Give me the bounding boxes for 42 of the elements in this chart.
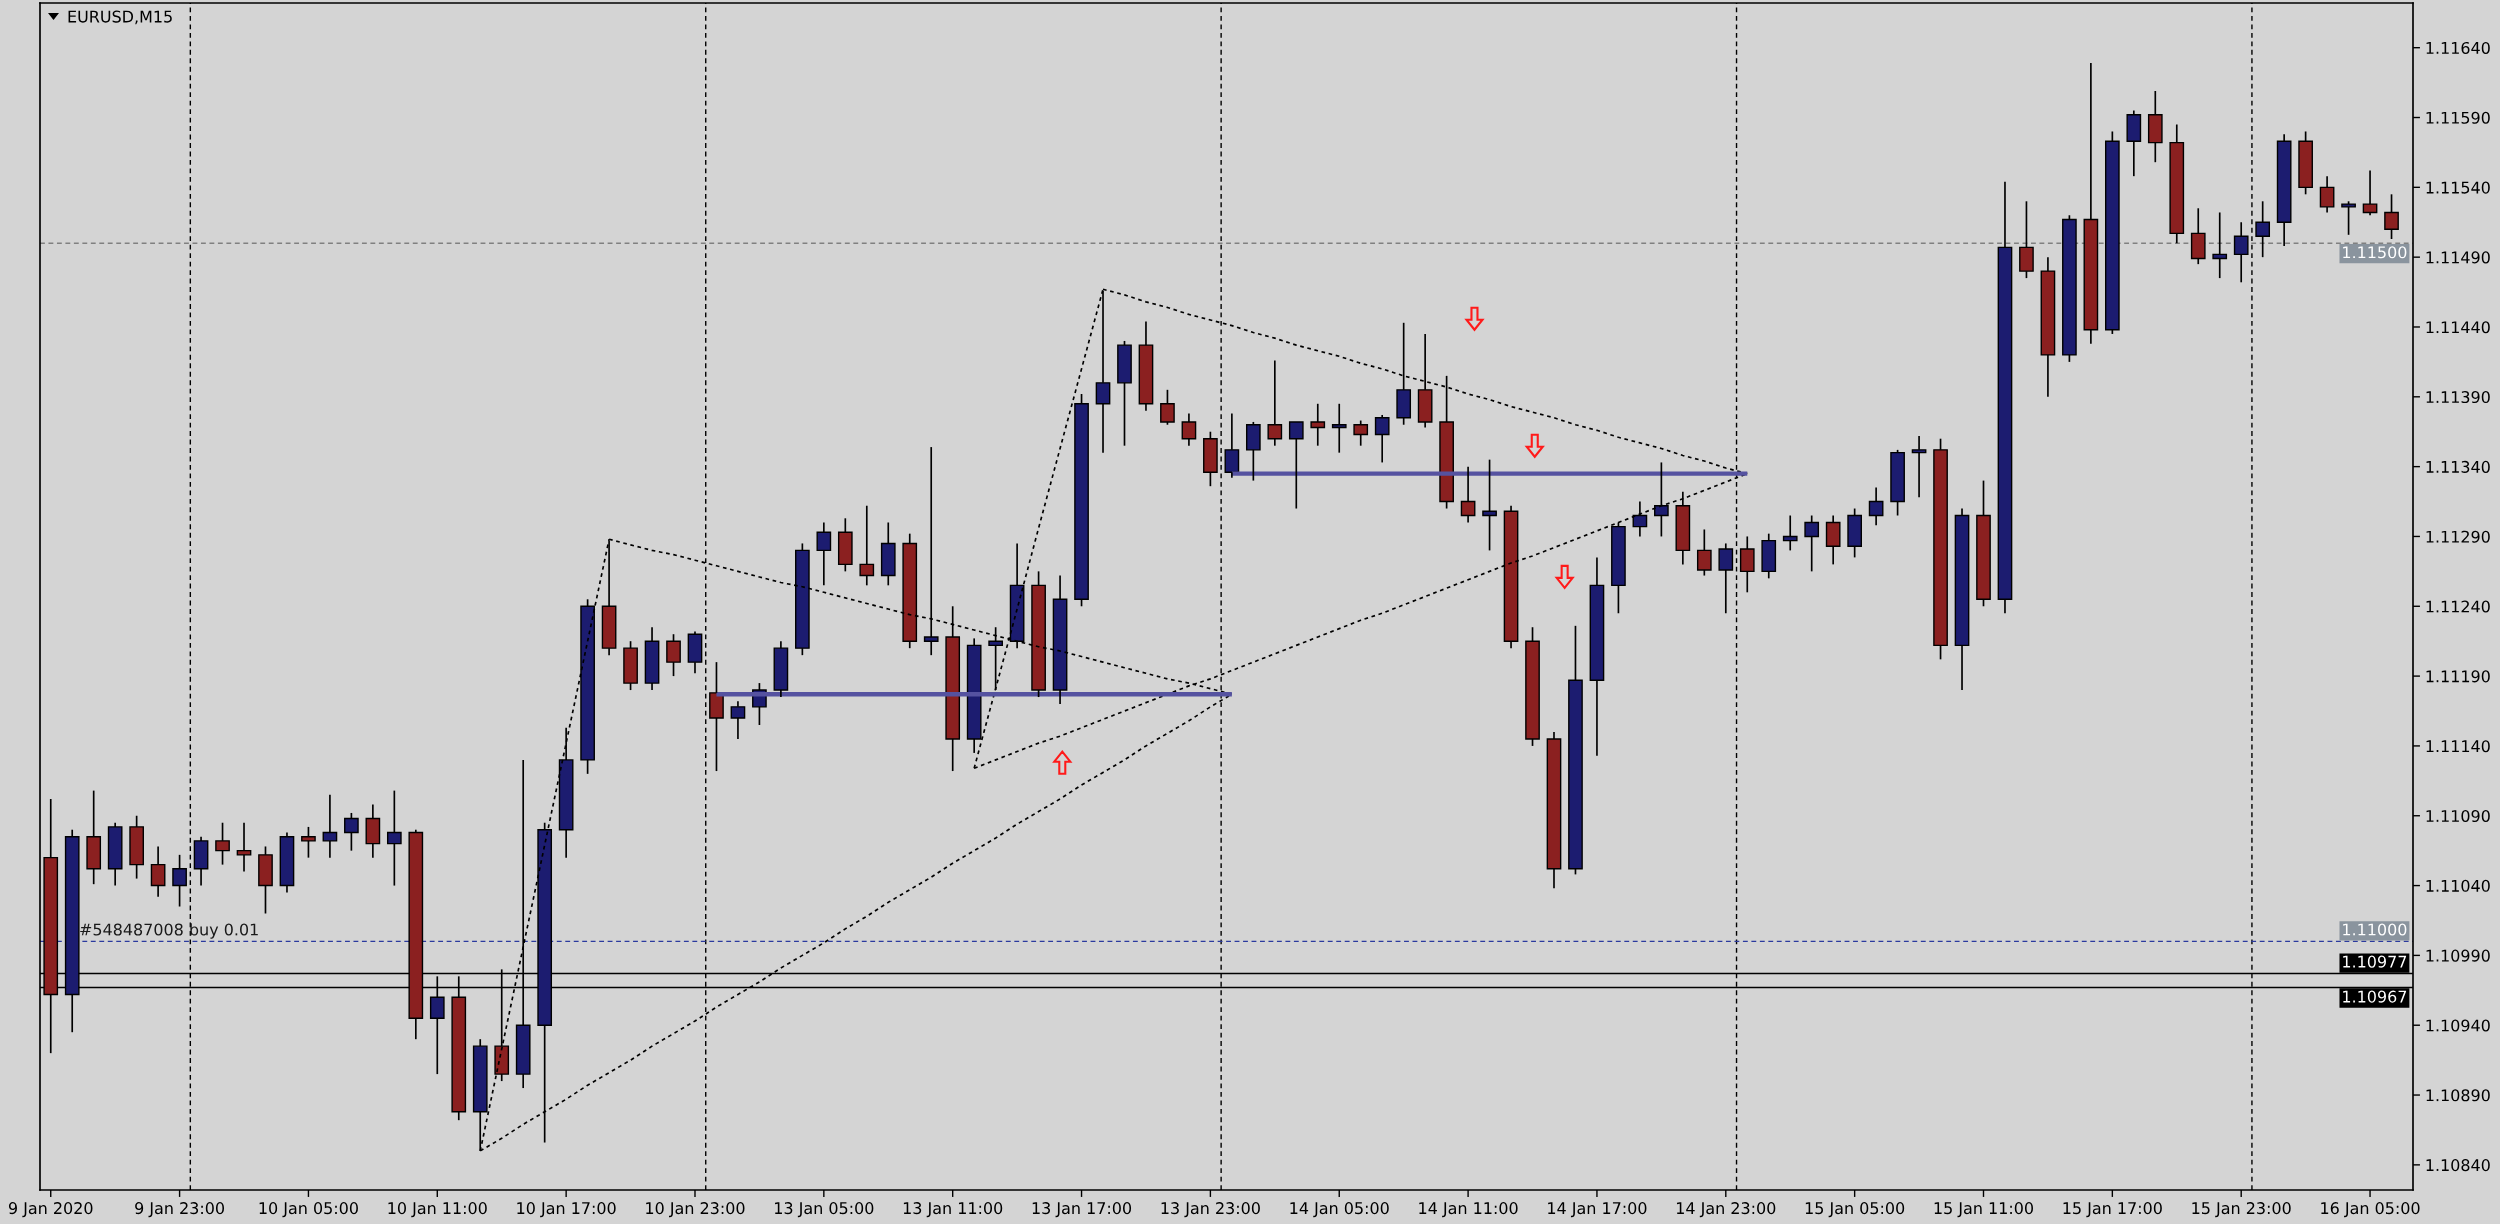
y-tick-label: 1.10890 [2426, 1089, 2490, 1102]
y-tick-label: 1.10990 [2426, 949, 2490, 962]
y-tick-label: 1.11240 [2426, 600, 2490, 613]
ref-line-label: 1.11500 [2343, 246, 2407, 259]
x-tick-label: 13 Jan 11:00 [903, 1202, 1003, 1218]
x-tick-label: 15 Jan 23:00 [2192, 1202, 2291, 1218]
x-tick-label: 14 Jan 23:00 [1676, 1202, 1776, 1218]
x-tick-label: 10 Jan 17:00 [517, 1202, 616, 1218]
y-tick-label: 1.11540 [2426, 181, 2490, 194]
x-tick-label: 16 Jan 05:00 [2321, 1202, 2420, 1218]
x-tick-label: 10 Jan 11:00 [388, 1202, 487, 1218]
y-tick-label: 1.10840 [2426, 1159, 2490, 1172]
y-tick-label: 1.10940 [2426, 1019, 2490, 1032]
ref-line-label: 1.10967 [2343, 990, 2407, 1003]
x-tick-label: 15 Jan 11:00 [1934, 1202, 2033, 1218]
y-tick-label: 1.11490 [2426, 251, 2490, 264]
y-tick-label: 1.11190 [2426, 670, 2490, 683]
x-tick-label: 14 Jan 11:00 [1419, 1202, 1518, 1218]
y-tick-label: 1.11090 [2426, 809, 2490, 823]
y-tick-label: 1.11590 [2426, 111, 2490, 124]
y-tick-label: 1.11140 [2426, 740, 2490, 753]
y-tick-label: 1.11440 [2426, 321, 2490, 334]
y-tick-label: 1.11390 [2426, 391, 2490, 404]
x-tick-label: 13 Jan 23:00 [1161, 1202, 1260, 1218]
x-tick-label: 15 Jan 17:00 [2063, 1202, 2162, 1218]
x-tick-label: 15 Jan 05:00 [1805, 1202, 1905, 1218]
ref-line-label: 1.10977 [2343, 955, 2407, 968]
y-tick-label: 1.11640 [2426, 41, 2490, 54]
x-tick-label: 9 Jan 2020 [8, 1202, 93, 1218]
x-tick-label: 13 Jan 17:00 [1032, 1202, 1132, 1218]
x-tick-label: 14 Jan 17:00 [1548, 1202, 1647, 1218]
ref-line-label: 1.11000 [2343, 923, 2407, 936]
annotation: #548487008 buy 0.01 [80, 923, 258, 939]
x-tick-label: 10 Jan 05:00 [259, 1202, 358, 1218]
x-tick-label: 14 Jan 05:00 [1290, 1202, 1389, 1218]
y-tick-label: 1.11040 [2426, 879, 2490, 892]
chart-title: EURUSD,M15 [68, 10, 172, 25]
y-tick-label: 1.11340 [2426, 460, 2490, 473]
x-tick-label: 10 Jan 23:00 [646, 1202, 745, 1218]
x-tick-label: 9 Jan 23:00 [135, 1202, 225, 1218]
x-tick-label: 13 Jan 05:00 [775, 1202, 874, 1218]
y-tick-label: 1.11290 [2426, 530, 2490, 543]
